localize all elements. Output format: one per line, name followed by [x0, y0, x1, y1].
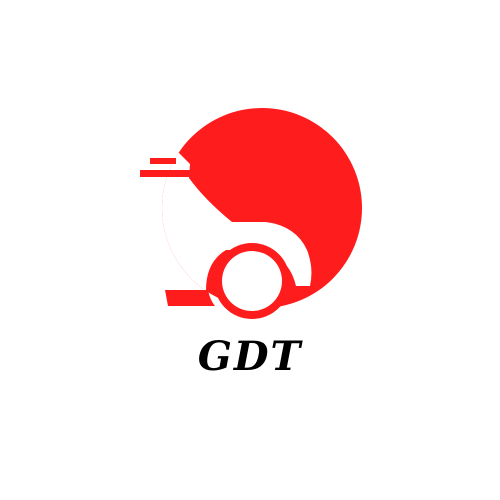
sill-stripe	[165, 290, 215, 306]
brand-name: GDT	[197, 333, 303, 380]
car-silhouette	[162, 150, 312, 290]
hood-stripe-top	[150, 158, 176, 164]
hood-stripe-bottom	[140, 170, 190, 177]
wheel-hub	[222, 251, 282, 311]
